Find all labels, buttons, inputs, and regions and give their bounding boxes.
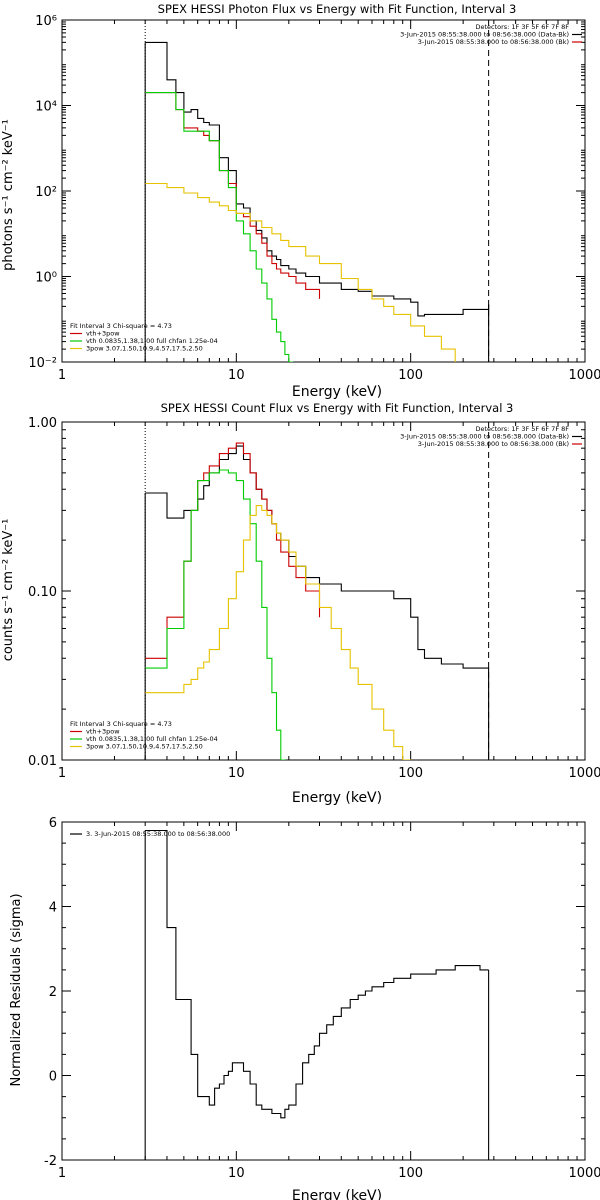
y-tick-label: 10⁻² (28, 356, 57, 371)
legend-entry: 3pow 3.07,1.50,10.9,4.57,17.5,2.50 (86, 743, 203, 751)
y-tick-label: 10⁰ (35, 271, 57, 286)
photon-flux-panel: SPEX HESSI Photon Flux vs Energy with Fi… (1, 2, 600, 400)
legend-entry: 3. 3-Jun-2015 08:55:38.000 to 08:56:38.0… (86, 830, 230, 838)
series-line (145, 831, 488, 1118)
x-tick-label: 1 (58, 1166, 66, 1181)
y-tick-label: 10² (35, 185, 57, 200)
x-tick-label: 100 (398, 368, 423, 383)
y-tick-label: 0 (49, 1070, 57, 1085)
legend-entry: 3-Jun-2015 08:55:38.000 to 08:56:38.000 … (418, 38, 569, 46)
y-tick-label: 0.01 (28, 754, 57, 769)
x-tick-label: 1 (58, 368, 66, 383)
count-flux-panel: SPEX HESSI Count Flux vs Energy with Fit… (1, 401, 600, 806)
y-tick-label: 10⁴ (35, 100, 57, 115)
x-tick-label: 10 (228, 368, 245, 383)
series-line (145, 93, 319, 299)
plot-frame (62, 422, 585, 760)
y-tick-label: 1.00 (28, 416, 57, 431)
y-axis-label: counts s⁻¹ cm⁻² keV⁻¹ (1, 519, 16, 662)
x-tick-label: 10 (228, 766, 245, 781)
x-tick-label: 1000 (568, 766, 600, 781)
plot-frame (62, 822, 585, 1160)
x-axis-label: Energy (keV) (292, 384, 382, 400)
plot-frame (62, 20, 585, 362)
x-tick-label: 1000 (568, 368, 600, 383)
y-tick-label: -2 (44, 1154, 57, 1169)
x-axis-label: Energy (keV) (292, 1188, 382, 1200)
series-line (145, 42, 488, 316)
series-line (145, 470, 285, 776)
panel-title: SPEX HESSI Photon Flux vs Energy with Fi… (158, 2, 517, 16)
figure: SPEX HESSI Photon Flux vs Energy with Fi… (0, 0, 600, 1200)
x-tick-label: 100 (398, 766, 423, 781)
x-tick-label: 1 (58, 766, 66, 781)
x-axis-label: Energy (keV) (292, 790, 382, 806)
legend-entry: 3-Jun-2015 08:55:38.000 to 08:56:38.000 … (418, 440, 569, 448)
x-tick-label: 100 (398, 1166, 423, 1181)
y-axis-label: Normalized Residuals (sigma) (9, 893, 24, 1086)
x-tick-label: 10 (228, 1166, 245, 1181)
y-tick-label: 6 (49, 816, 57, 831)
panel-title: SPEX HESSI Count Flux vs Energy with Fit… (161, 401, 514, 415)
series-line (145, 446, 488, 672)
legend-entry: 3pow 3.07,1.50,10.9,4.57,17.5,2.50 (86, 345, 203, 353)
y-tick-label: 4 (49, 901, 57, 916)
y-axis-label: photons s⁻¹ cm⁻² keV⁻¹ (1, 119, 16, 271)
y-tick-label: 2 (49, 985, 57, 1000)
series-line (145, 443, 319, 658)
residuals-panel: Normalized Residuals (sigma) Energy (keV… (9, 816, 600, 1200)
y-tick-label: 10⁶ (35, 14, 57, 29)
x-tick-label: 1000 (568, 1166, 600, 1181)
y-tick-label: 0.10 (28, 585, 57, 600)
